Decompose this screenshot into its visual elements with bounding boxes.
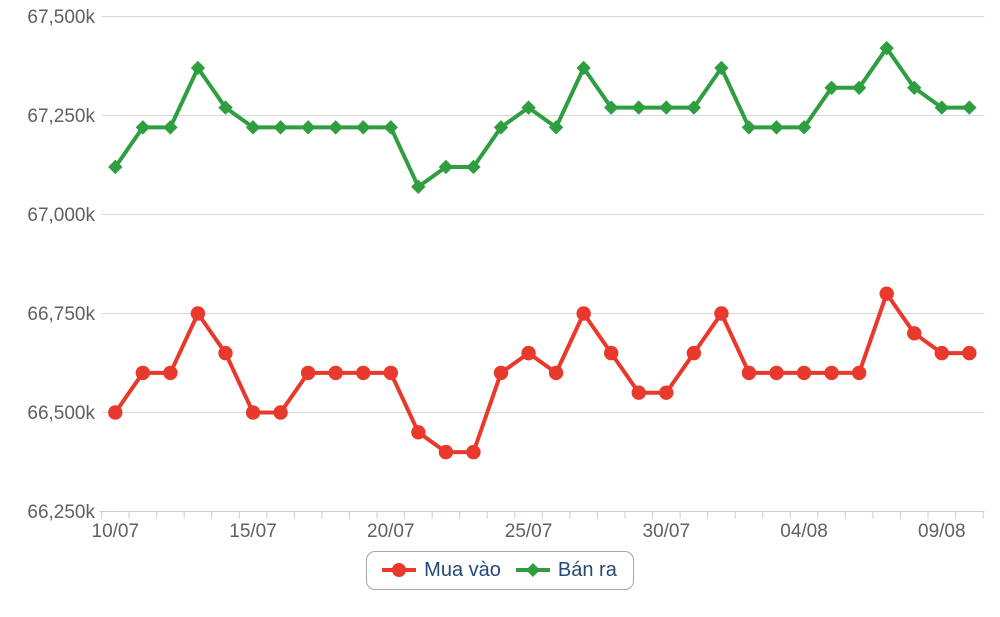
data-point-marker[interactable] [383, 120, 398, 135]
data-point-marker[interactable] [769, 120, 784, 135]
data-point-marker[interactable] [796, 120, 812, 135]
y-axis-label: 66,250k [27, 502, 95, 523]
x-axis-label: 20/07 [367, 521, 415, 542]
data-point-marker[interactable] [824, 80, 839, 95]
ban-ra-line-diamond-icon [515, 561, 551, 579]
data-point-marker[interactable] [851, 80, 867, 95]
x-axis-label: 04/08 [780, 521, 828, 542]
data-point-marker[interactable] [934, 100, 949, 115]
y-axis-label: 67,250k [27, 106, 95, 127]
x-axis-label: 15/07 [229, 521, 277, 542]
data-point-marker[interactable] [218, 100, 233, 115]
data-point-marker[interactable] [493, 365, 509, 381]
series-markers-ban-ra [108, 40, 977, 194]
data-point-marker[interactable] [741, 365, 757, 381]
series-line-ban-ra [113, 46, 972, 189]
data-point-marker[interactable] [521, 100, 536, 115]
data-point-marker[interactable] [135, 120, 151, 135]
data-point-marker[interactable] [659, 385, 674, 400]
series-line-mua-vao [113, 291, 972, 455]
legend: Mua vào Bán ra [366, 551, 634, 590]
data-point-marker[interactable] [879, 40, 894, 56]
data-point-marker[interactable] [438, 159, 454, 175]
data-point-marker[interactable] [548, 365, 564, 381]
legend-item-mua-vao[interactable]: Mua vào [381, 558, 501, 582]
y-axis-label: 66,500k [27, 403, 95, 424]
legend-row: Mua vào Bán ra [0, 551, 1000, 590]
data-point-marker[interactable] [714, 306, 729, 321]
legend-label-ban-ra: Bán ra [557, 559, 617, 581]
data-point-marker[interactable] [411, 425, 426, 440]
data-point-marker[interactable] [907, 80, 922, 95]
data-point-marker[interactable] [907, 326, 922, 341]
data-point-marker[interactable] [686, 100, 702, 115]
y-axis-label: 67,000k [27, 205, 95, 226]
data-point-marker[interactable] [218, 345, 233, 361]
series-markers-mua-vao [108, 286, 977, 460]
data-point-marker[interactable] [466, 444, 481, 460]
mua-vao-line-circle-icon [381, 561, 417, 579]
data-point-marker[interactable] [273, 120, 288, 135]
data-point-marker[interactable] [190, 306, 206, 321]
data-point-marker[interactable] [135, 365, 151, 381]
data-point-marker[interactable] [631, 100, 646, 115]
x-axis-label: 09/08 [918, 521, 966, 542]
data-point-marker[interactable] [796, 365, 812, 381]
data-point-marker[interactable] [576, 306, 591, 321]
y-axis-label: 66,750k [27, 304, 95, 325]
data-point-marker[interactable] [383, 365, 398, 381]
data-point-marker[interactable] [879, 286, 894, 301]
data-point-marker[interactable] [163, 365, 178, 381]
data-point-marker[interactable] [576, 60, 591, 76]
data-point-marker[interactable] [411, 179, 426, 194]
data-point-marker[interactable] [466, 159, 481, 175]
data-point-marker[interactable] [190, 60, 206, 76]
x-axis-label: 10/07 [92, 521, 140, 542]
data-point-marker[interactable] [769, 365, 784, 381]
data-point-marker[interactable] [962, 100, 977, 115]
data-point-marker[interactable] [356, 365, 371, 381]
data-point-marker[interactable] [824, 365, 839, 381]
data-point-marker[interactable] [273, 405, 288, 420]
data-point-marker[interactable] [108, 405, 123, 420]
data-point-marker[interactable] [604, 100, 619, 115]
data-point-marker[interactable] [108, 159, 123, 175]
plot-area: 67,500k 67,250k 67,000k 66,750k 66,500k 66,25… [27, 7, 985, 542]
data-point-marker[interactable] [300, 365, 316, 381]
data-point-marker[interactable] [300, 120, 316, 135]
data-point-marker[interactable] [245, 405, 261, 420]
data-point-marker[interactable] [521, 345, 536, 361]
data-point-marker[interactable] [962, 345, 977, 361]
data-point-marker[interactable] [659, 100, 674, 115]
data-point-marker[interactable] [934, 345, 949, 361]
x-axis-label: 30/07 [643, 521, 691, 542]
data-point-marker[interactable] [438, 444, 454, 460]
data-point-marker[interactable] [163, 120, 178, 135]
data-point-marker[interactable] [548, 120, 564, 135]
data-point-marker[interactable] [245, 120, 261, 135]
data-point-marker[interactable] [741, 120, 757, 135]
data-point-marker[interactable] [328, 120, 343, 135]
legend-item-ban-ra[interactable]: Bán ra [515, 558, 617, 582]
y-axis-label: 67,500k [27, 7, 95, 28]
legend-label-mua-vao: Mua vào [424, 559, 501, 581]
data-point-marker[interactable] [604, 345, 619, 361]
data-point-marker[interactable] [493, 120, 509, 135]
data-point-marker[interactable] [714, 60, 729, 76]
data-point-marker[interactable] [328, 365, 343, 381]
data-point-marker[interactable] [851, 365, 867, 381]
data-point-marker[interactable] [686, 345, 702, 361]
data-point-marker[interactable] [356, 120, 371, 135]
x-axis-label: 25/07 [505, 521, 553, 542]
data-point-marker[interactable] [631, 385, 646, 400]
